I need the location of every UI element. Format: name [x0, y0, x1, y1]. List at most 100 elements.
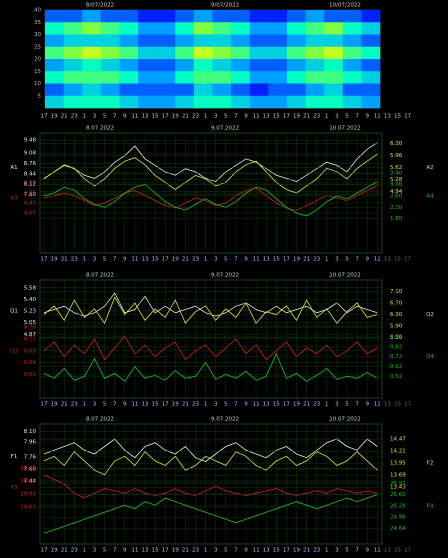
x-tick-label: 15 — [152, 114, 159, 120]
x-tick-label: 17 — [404, 257, 411, 263]
heatmap-cell — [82, 22, 102, 35]
x-tick-label: 1 — [204, 548, 208, 554]
y-tick-label: 7.10 — [390, 289, 403, 295]
y-tick-label: 5.90 — [390, 324, 403, 330]
heatmap-cell — [63, 22, 83, 35]
heatmap-cell — [324, 34, 344, 48]
y-tick-label: 7.44 — [24, 479, 37, 485]
x-tick-label: 5 — [224, 402, 228, 408]
x-tick-label: 5 — [224, 114, 228, 120]
x-tick-label: 13 — [263, 257, 270, 263]
heatmap-cell — [361, 95, 381, 109]
y-tick-label: 13.43 — [390, 485, 406, 491]
x-tick-label: 17 — [404, 548, 411, 554]
x-tick-label: 17 — [162, 548, 169, 554]
heatmap-cell — [138, 83, 157, 97]
heatmap-cell — [138, 95, 157, 109]
heatmap-cell — [231, 95, 251, 109]
heatmap-cell — [286, 46, 306, 60]
y-tick-label: 2.20 — [390, 205, 403, 211]
x-tick-label: 13 — [142, 257, 149, 263]
y-tick-label: 6.70 — [390, 301, 403, 307]
x-tick-label: 1 — [83, 257, 87, 263]
heatmap-cell — [212, 83, 232, 97]
heatmap-cell — [119, 71, 139, 84]
x-tick-label: 1 — [325, 402, 329, 408]
heatmap-cell — [63, 71, 83, 84]
x-tick-label: 3 — [214, 114, 218, 120]
heatmap-cell — [342, 34, 362, 48]
y-tick-label: 6.30 — [390, 312, 403, 318]
x-tick-label: 17 — [41, 257, 48, 263]
x-tick-label: 11 — [374, 402, 381, 408]
x-tick-label: 11 — [131, 114, 138, 120]
heatmap-cell — [82, 83, 102, 97]
y-tick-label: 0.82 — [390, 344, 402, 350]
heatmap-cell — [193, 10, 213, 23]
heatmap-cell — [138, 71, 157, 84]
x-tick-label: 13 — [263, 114, 270, 120]
x-tick-label: 11 — [374, 257, 381, 263]
heatmap-cell — [286, 95, 306, 109]
heatmap-cell — [119, 95, 139, 109]
x-tick-label: 19 — [172, 114, 179, 120]
x-tick-label: 5 — [345, 548, 349, 554]
heatmap-cell — [361, 83, 381, 97]
heatmap-cell — [231, 46, 251, 60]
y-tick-label: 0.72 — [24, 337, 36, 343]
heatmap-cell — [268, 59, 288, 72]
x-tick-label: 21 — [61, 114, 68, 120]
heatmap-cell — [324, 59, 344, 72]
x-tick-label: 5 — [345, 257, 349, 263]
x-tick-label: 17 — [41, 114, 48, 120]
y-tick-label: 5.23 — [24, 308, 37, 314]
x-tick-label: 11 — [374, 114, 381, 120]
x-tick-label: 7 — [355, 114, 359, 120]
y-tick-label: 15 — [34, 69, 41, 75]
heatmap-cell — [63, 10, 83, 23]
x-tick-label: 1 — [83, 114, 87, 120]
x-tick-label: 3 — [214, 402, 218, 408]
x-tick-label: 13 — [384, 548, 391, 554]
heatmap-cell — [249, 59, 269, 72]
heatmap-cell — [212, 46, 232, 60]
x-tick-label: 9 — [244, 257, 248, 263]
heatmap-cell — [82, 10, 102, 23]
y-tick-label: 19.60 — [20, 505, 36, 511]
heatmap-cell — [268, 22, 288, 35]
y-tick-label: 7.76 — [24, 455, 37, 461]
y-tick-label: 5.96 — [390, 153, 403, 159]
heatmap-cell — [268, 95, 288, 109]
y-tick-label: 0.60 — [24, 372, 37, 378]
heatmap-cell — [119, 46, 139, 60]
y-tick-label: 6.30 — [390, 141, 403, 147]
heatmap-cell — [138, 46, 157, 60]
date-label: 10/07/2022 — [329, 3, 361, 9]
heatmap-cell — [286, 71, 306, 84]
heatmap-cell — [45, 46, 64, 60]
heatmap-cell — [286, 59, 306, 72]
x-tick-label: 1 — [204, 114, 208, 120]
y-tick-label: 25.28 — [390, 503, 406, 509]
heatmap-cell — [45, 71, 64, 84]
heatmap-cell — [119, 83, 139, 97]
series-label: F2 — [427, 461, 434, 467]
heatmap-cell — [193, 71, 213, 84]
heatmap-cell — [82, 59, 102, 72]
heatmap-cell — [305, 83, 325, 97]
heatmap-cell — [45, 22, 64, 35]
heatmap-cell — [212, 95, 232, 109]
heatmap-cell — [305, 46, 325, 60]
heatmap-cell — [249, 34, 269, 48]
x-tick-label: 19 — [293, 402, 300, 408]
x-tick-label: 21 — [182, 257, 189, 263]
x-tick-label: 5 — [224, 548, 228, 554]
x-tick-label: 3 — [214, 548, 218, 554]
x-tick-label: 19 — [293, 257, 300, 263]
heatmap-cell — [82, 46, 102, 60]
heatmap-cell — [138, 22, 157, 35]
heatmap-cell — [45, 34, 64, 48]
y-tick-label: 30 — [34, 32, 41, 38]
y-tick-label: 19.88 — [20, 492, 36, 498]
heatmap-cell — [63, 46, 83, 60]
